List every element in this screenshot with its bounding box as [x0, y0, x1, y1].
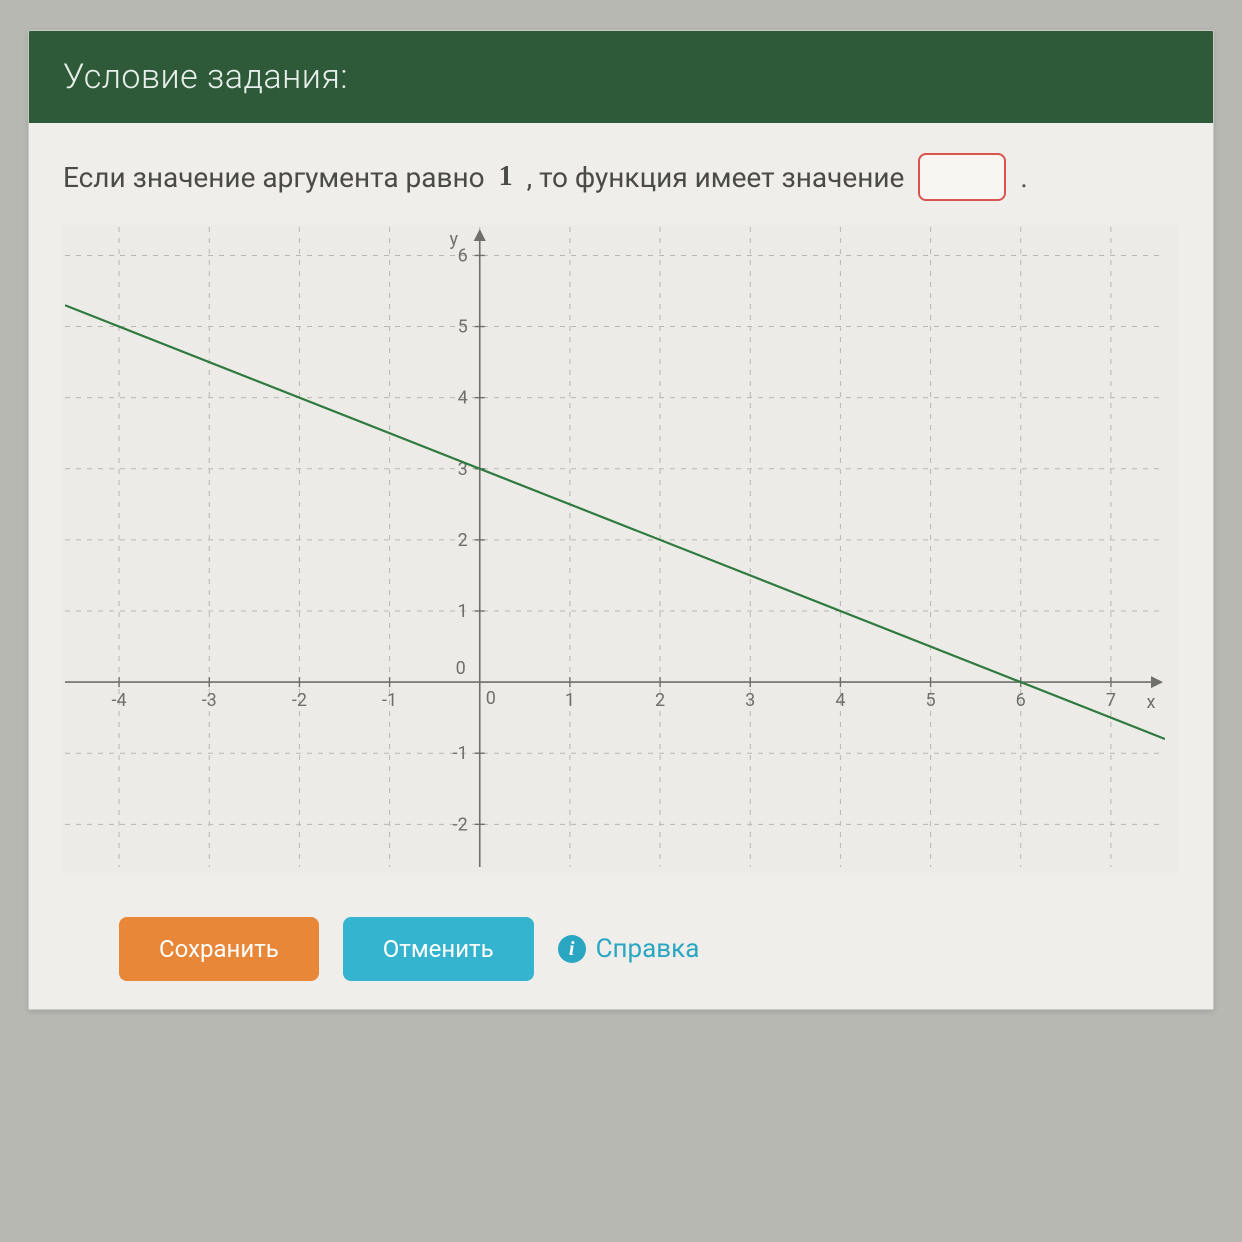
- argument-value: 1: [499, 161, 513, 193]
- chart-container: -4-3-2-1001234567-2-1123456xy: [63, 225, 1179, 873]
- panel-header: Условие задания:: [29, 31, 1213, 123]
- function-chart: -4-3-2-1001234567-2-1123456xy: [65, 227, 1165, 867]
- svg-text:x: x: [1147, 692, 1156, 713]
- svg-text:0: 0: [486, 688, 496, 709]
- page-outer: Условие задания: Если значение аргумента…: [0, 0, 1242, 1242]
- svg-text:-4: -4: [112, 690, 127, 711]
- question-row: Если значение аргумента равно 1 , то фун…: [63, 153, 1179, 201]
- svg-text:-2: -2: [292, 690, 307, 711]
- svg-text:y: y: [449, 229, 458, 250]
- info-icon: i: [558, 935, 586, 963]
- svg-text:0: 0: [456, 658, 466, 679]
- save-button[interactable]: Сохранить: [119, 917, 319, 981]
- task-panel: Условие задания: Если значение аргумента…: [28, 30, 1214, 1010]
- svg-text:1: 1: [565, 690, 575, 711]
- question-prefix: Если значение аргумента равно: [63, 161, 485, 194]
- svg-text:-1: -1: [453, 743, 468, 764]
- panel-content: Если значение аргумента равно 1 , то фун…: [29, 123, 1213, 1009]
- help-label: Справка: [596, 934, 700, 964]
- cancel-button[interactable]: Отменить: [343, 917, 534, 981]
- svg-text:4: 4: [835, 690, 845, 711]
- svg-text:2: 2: [458, 530, 468, 551]
- svg-text:6: 6: [458, 245, 468, 266]
- button-row: Сохранить Отменить i Справка: [63, 917, 1179, 981]
- answer-input[interactable]: [918, 153, 1006, 201]
- svg-text:6: 6: [1016, 690, 1026, 711]
- svg-text:4: 4: [458, 388, 468, 409]
- svg-text:7: 7: [1106, 690, 1116, 711]
- svg-text:-2: -2: [453, 814, 468, 835]
- svg-text:5: 5: [926, 690, 936, 711]
- svg-text:5: 5: [458, 317, 468, 338]
- question-suffix: , то функция имеет значение: [527, 161, 905, 194]
- period: .: [1020, 161, 1027, 194]
- svg-text:2: 2: [655, 690, 665, 711]
- svg-text:3: 3: [745, 690, 755, 711]
- header-title: Условие задания:: [63, 57, 348, 97]
- svg-text:-3: -3: [202, 690, 217, 711]
- help-link[interactable]: i Справка: [558, 934, 700, 964]
- svg-text:-1: -1: [382, 690, 397, 711]
- svg-text:1: 1: [458, 601, 468, 622]
